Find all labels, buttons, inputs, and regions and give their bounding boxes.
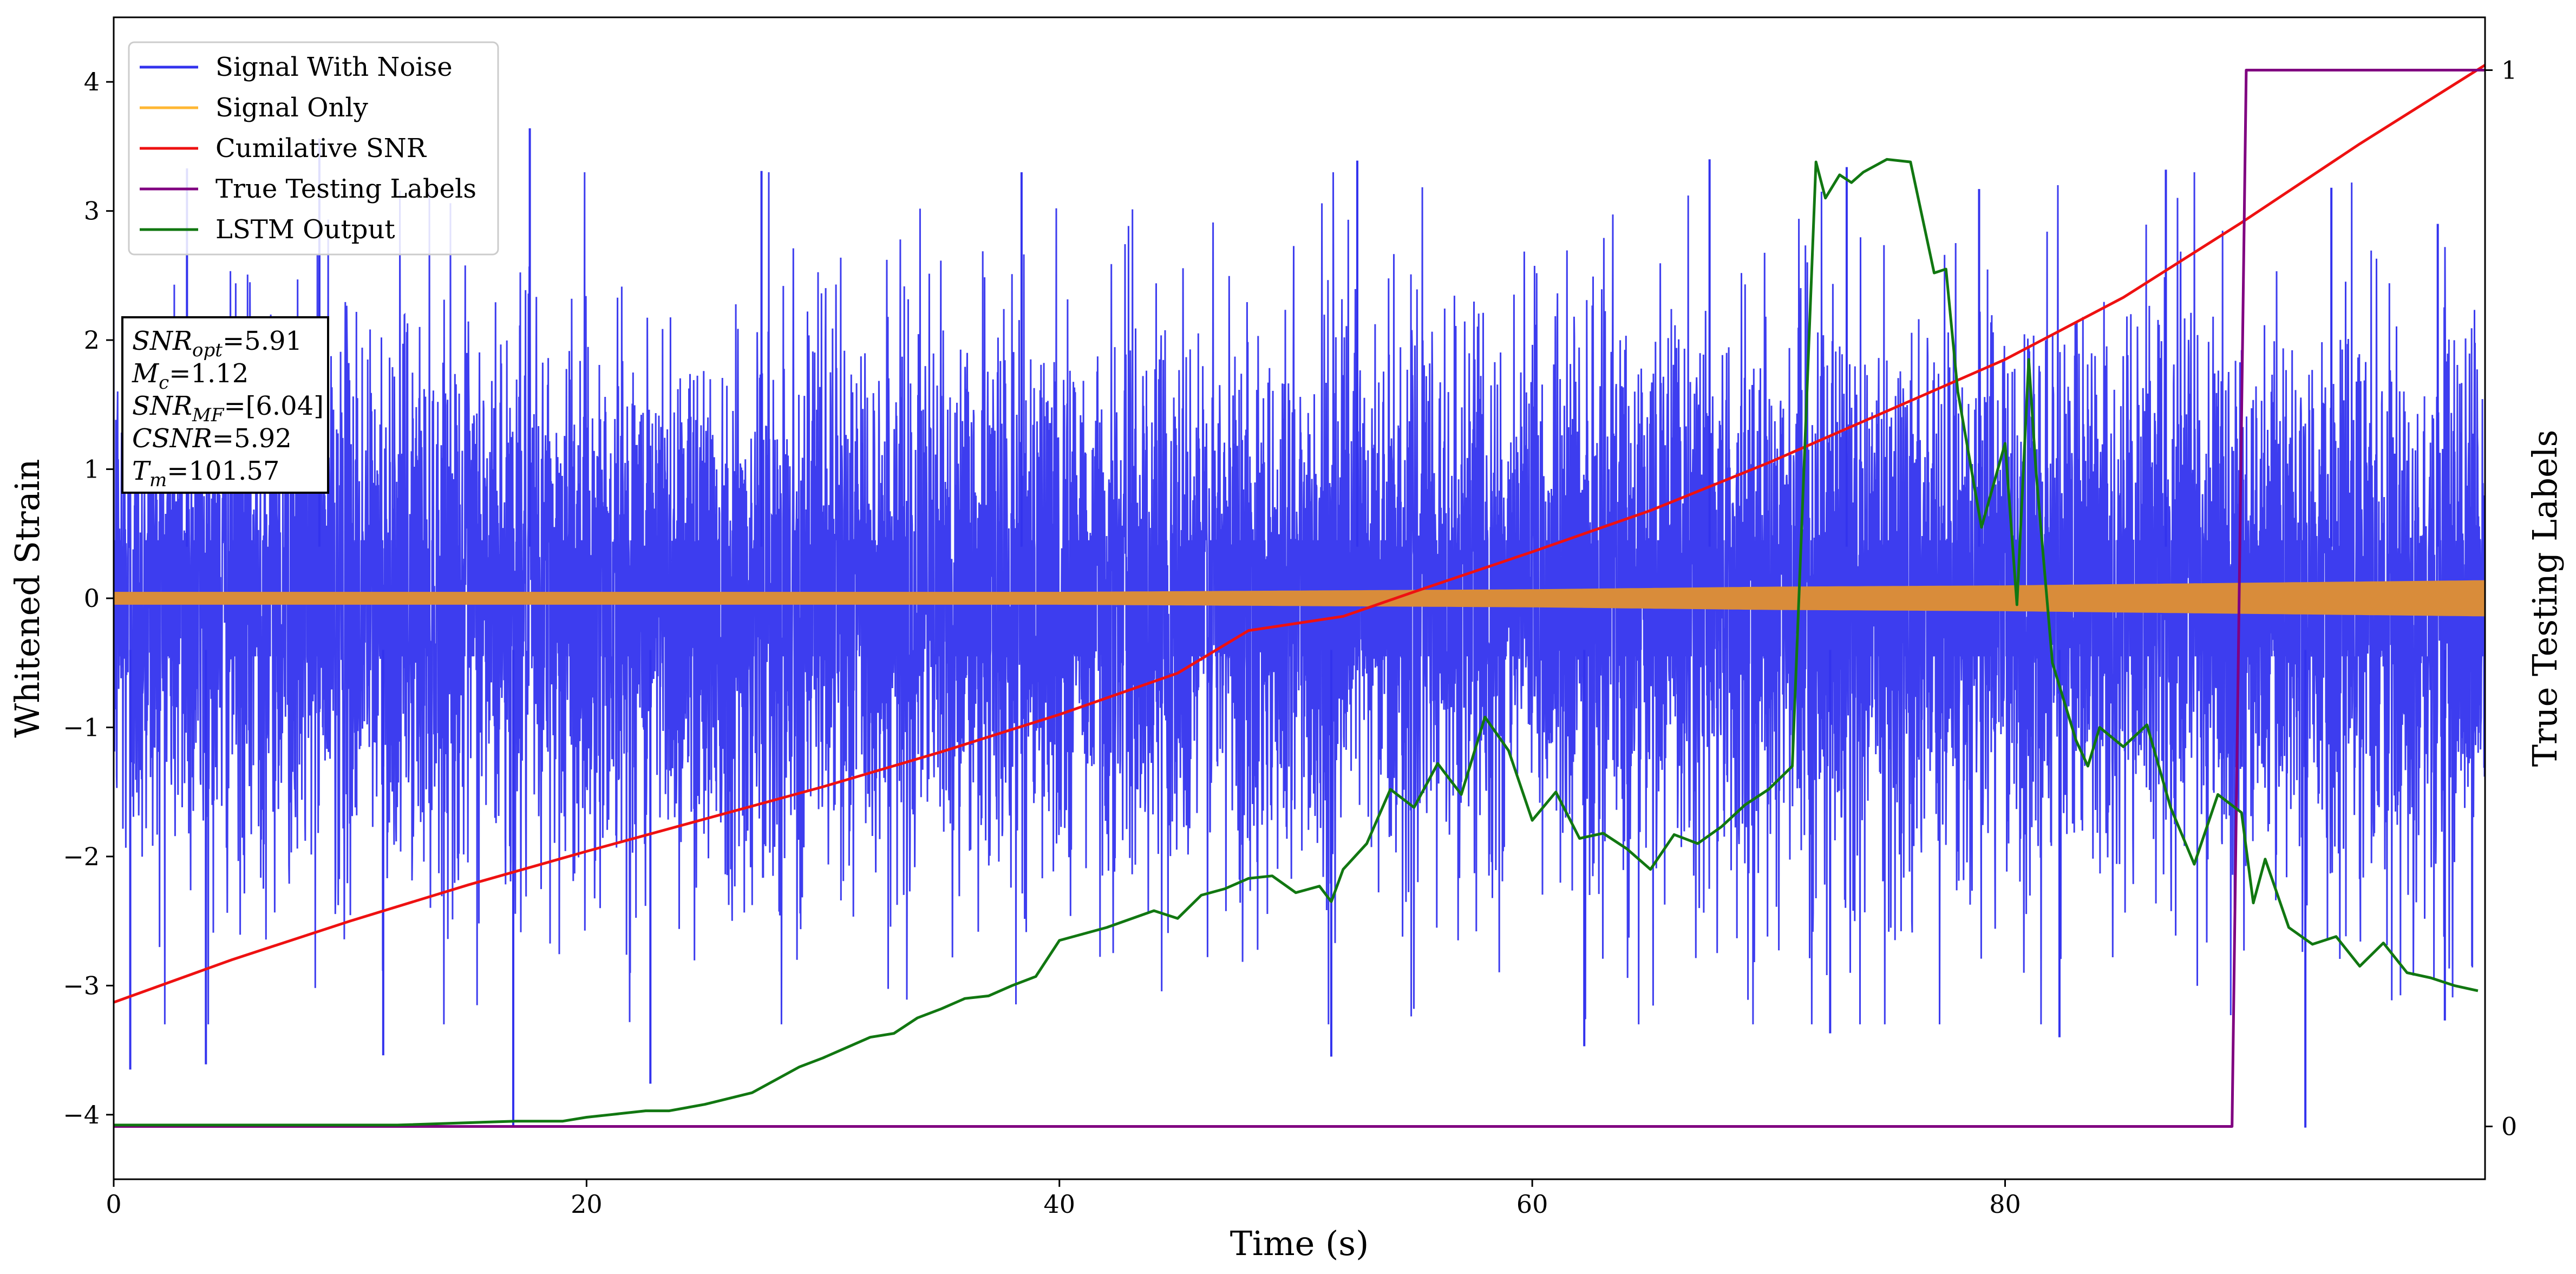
noise-peaks — [129, 128, 2446, 1128]
legend-frame — [128, 41, 499, 256]
legend-item: LSTM Output — [140, 214, 395, 245]
legend-label: True Testing Labels — [215, 174, 476, 204]
info-box: SNRopt=5.91Mc=1.12SNRMF=[6.04]CSNR=5.92T… — [121, 316, 329, 494]
legend-label: Cumilative SNR — [215, 133, 427, 164]
series-true-testing-labels-line — [114, 69, 2485, 1128]
y-tick-label: 1 — [84, 455, 100, 484]
legend-item: Signal Only — [140, 93, 368, 123]
info-line: Mc=1.12 — [132, 358, 249, 394]
y-tick-label: −4 — [63, 1100, 100, 1129]
series-signal-only-band — [114, 580, 2485, 617]
x-tick-label: 80 — [1989, 1190, 2021, 1219]
x-axis-title: Time (s) — [1230, 1224, 1369, 1263]
legend-label: LSTM Output — [215, 214, 395, 245]
legend-item: True Testing Labels — [140, 174, 476, 204]
plot-layer — [114, 64, 2485, 1128]
y-tick-label: −1 — [63, 713, 100, 742]
info-box-frame — [121, 316, 329, 494]
y-tick-label: −2 — [63, 842, 100, 871]
x-tick-label: 20 — [571, 1190, 603, 1219]
info-line: Tm=101.57 — [132, 456, 279, 491]
info-line: SNRopt=5.91 — [132, 326, 302, 361]
y2-axis-title: True Testing Labels — [2525, 430, 2565, 767]
legend-item: Signal With Noise — [140, 52, 453, 82]
y-axis-title: Whitened Strain — [8, 459, 47, 738]
y-axis-ticks: −4 −3 −2 −1 0 1 2 3 4 — [63, 67, 114, 1129]
y-tick-label: 4 — [84, 67, 100, 96]
y2-axis-ticks: 01 — [2485, 56, 2517, 1141]
x-tick-label: 60 — [1516, 1190, 1548, 1219]
x-tick-label: 40 — [1043, 1190, 1075, 1219]
info-line: SNRMF=[6.04] — [132, 391, 324, 426]
y-tick-label: 3 — [84, 197, 100, 226]
y-tick-label: −3 — [63, 971, 100, 1000]
legend-item: Cumilative SNR — [140, 133, 427, 164]
legend: Signal With Noise Signal Only Cumilative S… — [128, 41, 499, 256]
info-line: CSNR=5.92 — [132, 423, 292, 454]
series-lstm-output-line — [114, 158, 2479, 1127]
y2-tick-label: 1 — [2501, 56, 2517, 85]
y-tick-label: 0 — [84, 584, 100, 613]
y-tick-label: 2 — [84, 325, 100, 355]
series-cumulative-snr-line — [114, 64, 2485, 1004]
y2-tick-label: 0 — [2501, 1112, 2517, 1141]
legend-label: Signal Only — [215, 93, 368, 123]
legend-label: Signal With Noise — [215, 52, 453, 82]
series-signal-with-noise-line — [114, 172, 2485, 1024]
x-axis-ticks: 0 20 40 60 80 — [106, 1179, 2021, 1219]
x-tick-label: 0 — [106, 1190, 121, 1219]
